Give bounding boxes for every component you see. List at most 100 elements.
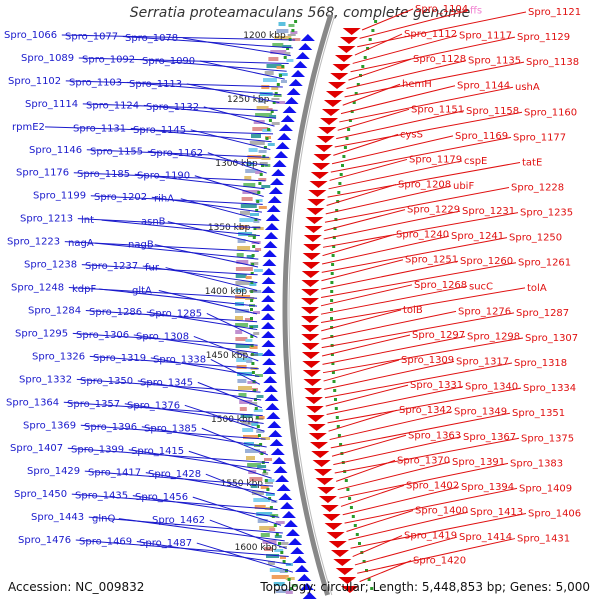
feature-band [278,22,286,26]
track-guide-dot [334,407,338,410]
leader-line-right [354,536,458,566]
track-guide-dot [257,434,261,437]
track-guide-dot [332,380,336,383]
feature-band [267,479,275,482]
track-guide-dot [250,272,254,275]
track-guide-dot [342,155,346,158]
track-guide-dot [336,200,340,203]
feature-band [264,71,274,75]
gene-label-left: nagB [128,240,154,251]
leader-line-right [327,387,522,424]
track-guide-dot [263,470,267,473]
minus-strand-arrow [266,205,281,212]
plus-strand-arrow [301,352,320,359]
track-guide-dot [366,47,370,50]
gene-label-left: Spro_1078 [125,33,178,44]
plus-strand-arrow [332,64,351,71]
gene-label-right: Spro_1129 [517,32,570,43]
feature-band [242,190,260,194]
gene-label-right: Spro_1104 [415,4,468,15]
gene-label-right: Spro_1349 [454,407,507,418]
gene-label-left: rihA [154,194,174,205]
gene-label-right: Spro_1231 [462,206,515,217]
gene-label-right: tolB [403,305,423,316]
track-guide-dot [258,182,262,185]
gene-label-left: Spro_1237 [85,261,138,272]
track-guide-dot [250,299,254,302]
gene-label-right: Spro_1367 [463,432,516,443]
track-guide-dot [371,29,375,32]
track-guide-dot [254,407,258,410]
track-guide-dot [252,236,256,239]
gene-label-right: Spro_1370 [397,455,450,466]
gene-label-left: Spro_1077 [65,32,118,43]
feature-band [235,309,249,313]
scale-tick-label: 1200 kbp [243,31,286,41]
track-guide-dot [346,488,350,491]
track-guide-dot [276,83,280,86]
feature-band [262,472,269,475]
minus-strand-arrow [262,250,277,257]
plus-strand-arrow [308,190,327,197]
gene-label-left: Spro_1295 [15,328,68,339]
gene-label-right: Spro_1260 [460,256,513,267]
gene-label-left: Spro_1396 [84,422,137,433]
minus-strand-arrow [280,115,295,122]
leader-line-left [147,150,268,166]
leader-line-left [194,175,264,198]
leader-line-left [199,60,285,80]
plus-strand-arrow [309,181,328,188]
feature-band [253,498,271,502]
leader-line-right [359,10,469,39]
feature-band [253,220,260,223]
track-guide-dot [290,587,294,590]
leader-line-left [88,516,283,534]
gene-label-left: Spro_1462 [152,515,205,526]
gene-label-right: Spro_1251 [405,255,458,266]
feature-band [240,204,257,208]
feature-band [251,491,264,495]
feature-band [260,533,270,537]
leader-line-left [158,290,258,315]
feature-band [245,169,259,173]
feature-band [240,211,250,215]
gene-label-right: Spro_1241 [451,231,504,242]
leader-line-right [330,412,511,449]
leader-line-right [325,384,409,407]
track-guide-dot [257,191,261,194]
leader-line-left [65,80,283,88]
feature-band [239,407,247,411]
gene-label-right: Spro_1287 [516,308,569,319]
track-guide-dot [330,308,333,311]
feature-band [241,197,253,201]
feature-band [278,73,288,76]
feature-band [273,582,285,586]
plus-strand-arrow [321,109,340,116]
minus-strand-arrow [261,340,276,347]
minus-strand-arrow [261,304,276,311]
minus-strand-arrow [280,502,295,509]
leader-line-right [328,409,398,432]
gene-label-right: Spro_1414 [459,532,512,543]
gene-label-right: Spro_1158 [466,106,519,117]
feature-band [272,43,284,47]
feature-band [238,386,252,390]
track-guide-dot [265,137,269,140]
gene-label-right: Spro_1138 [526,57,579,68]
plus-strand-arrow [316,136,335,143]
feature-band [268,57,279,61]
minus-strand-arrow [278,493,293,500]
gene-label-right: Spro_1261 [518,258,571,269]
leader-line-right [357,11,527,48]
minus-strand-arrow [272,457,287,464]
track-guide-dot [338,182,342,185]
leader-line-right [322,212,519,248]
leader-line-left [126,81,282,96]
leader-line-right [334,111,523,148]
gene-label-left: Spro_1435 [75,491,128,502]
feature-band [258,206,267,209]
gene-label-left: Spro_1369 [23,420,76,431]
genome-backbone-inner [288,14,336,596]
